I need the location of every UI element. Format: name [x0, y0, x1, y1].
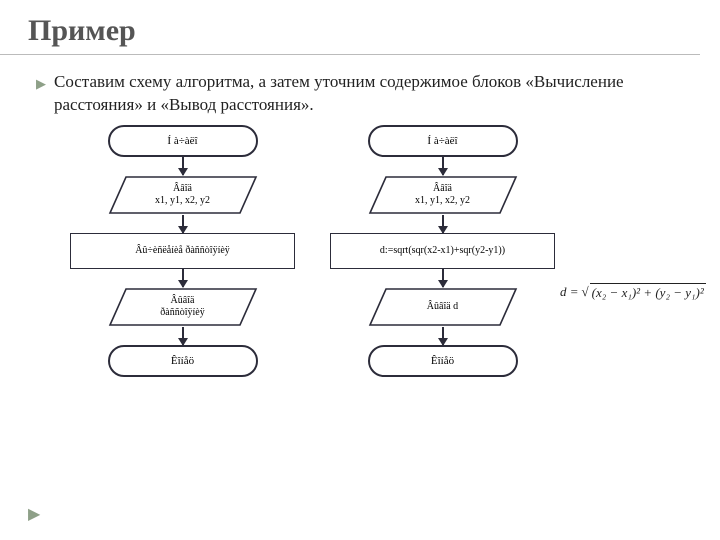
description-text: Составим схему алгоритма, а затем уточни…: [54, 71, 688, 117]
left-output-parallelogram: Âûâîäðàññòîÿíèÿ: [108, 287, 258, 327]
right-start-terminator: Í à÷àëî: [368, 125, 518, 157]
radical-icon: √: [582, 284, 589, 300]
left-start-terminator: Í à÷àëî: [108, 125, 258, 157]
slide-nav-arrow-icon: ▶: [28, 504, 40, 524]
connector-arrow: [442, 157, 444, 175]
formula-lhs: d =: [560, 284, 579, 300]
connector-arrow: [182, 215, 184, 233]
right-process-box: d:=sqrt(sqr(x2-x1)+sqr(y2-y1)): [330, 233, 555, 269]
left-input-parallelogram: Ââîäx1, y1, x2, y2: [108, 175, 258, 215]
page-title: Пример: [0, 0, 700, 55]
right-input-label: Ââîäx1, y1, x2, y2: [405, 183, 480, 207]
right-input-parallelogram: Ââîäx1, y1, x2, y2: [368, 175, 518, 215]
connector-arrow: [442, 215, 444, 233]
right-end-terminator: Êîíåö: [368, 345, 518, 377]
connector-arrow: [182, 327, 184, 345]
connector-arrow: [442, 327, 444, 345]
connector-arrow: [442, 269, 444, 287]
connector-arrow: [182, 157, 184, 175]
flowchart-right-column: Í à÷àëî Ââîäx1, y1, x2, y2 d:=sqrt(sqr(x…: [330, 125, 555, 377]
bullet-arrow-icon: ▶: [36, 71, 46, 93]
left-process-box: Âû÷èñëåíèå ðàññòîÿíèÿ: [70, 233, 295, 269]
flowchart-left-column: Í à÷àëî Ââîäx1, y1, x2, y2 Âû÷èñëåíèå ðà…: [70, 125, 295, 377]
left-output-label: Âûâîäðàññòîÿíèÿ: [150, 295, 214, 319]
distance-formula: d = √ (x₂ − x₁)² + (y₂ − y₁)²: [560, 283, 706, 301]
left-end-terminator: Êîíåö: [108, 345, 258, 377]
right-output-parallelogram: Âûâîä d: [368, 287, 518, 327]
left-input-label: Ââîäx1, y1, x2, y2: [145, 183, 220, 207]
description-bullet: ▶ Составим схему алгоритма, а затем уточ…: [0, 55, 720, 125]
flowchart-diagram: Í à÷àëî Ââîäx1, y1, x2, y2 Âû÷èñëåíèå ðà…: [0, 125, 720, 505]
right-output-label: Âûâîä d: [417, 301, 468, 313]
formula-radicand: (x₂ − x₁)² + (y₂ − y₁)²: [590, 283, 706, 301]
connector-arrow: [182, 269, 184, 287]
